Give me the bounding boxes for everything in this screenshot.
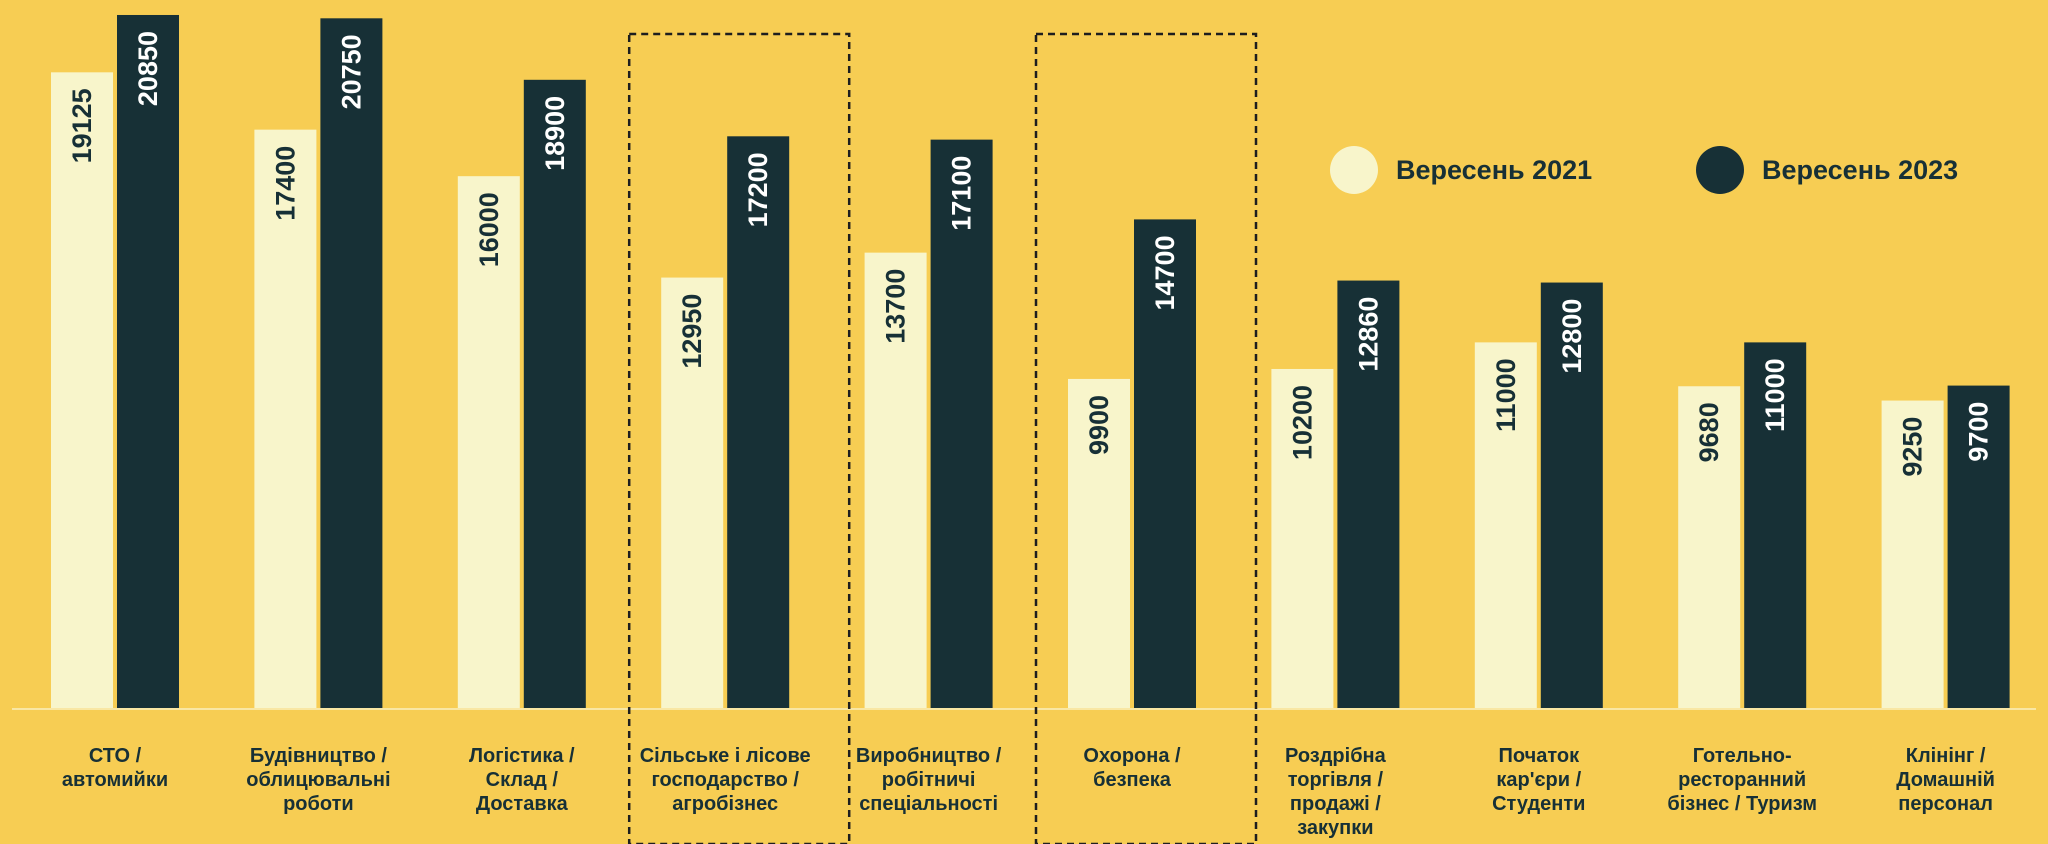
data-label-2021-4: 13700 xyxy=(881,269,911,344)
highlight-box-3 xyxy=(627,32,851,844)
bar-2023-2 xyxy=(523,79,586,709)
bar-2021-8 xyxy=(1678,386,1741,708)
bar-2021-7 xyxy=(1474,342,1537,708)
data-label-2021-3: 12950 xyxy=(677,294,707,369)
legend-label-2023: Вересень 2023 xyxy=(1762,154,1959,185)
category-label-8: Готельно-ресторанний бізнес / Туризм xyxy=(1667,745,1818,815)
bar-2021-4 xyxy=(864,252,927,708)
data-label-2021-7: 11000 xyxy=(1491,358,1521,432)
category-label-0: СТО / автомийки xyxy=(61,745,169,791)
highlight-box-5 xyxy=(1034,32,1258,844)
bar-2021-0 xyxy=(51,72,113,709)
category-label-6: Роздрібна торгівля / продажі / закупки xyxy=(1285,745,1386,839)
data-label-2023-2: 18900 xyxy=(540,96,570,171)
data-label-2023-3: 17200 xyxy=(743,152,773,227)
bar-2023-9 xyxy=(1947,385,2010,708)
data-label-2021-8: 9680 xyxy=(1694,402,1724,462)
data-label-2023-6: 12860 xyxy=(1353,297,1383,372)
bar-2023-5 xyxy=(1134,219,1196,708)
data-label-2021-6: 10200 xyxy=(1287,385,1317,460)
bar-2023-0 xyxy=(117,14,179,708)
data-label-2023-8: 11000 xyxy=(1760,358,1790,432)
legend-item-2021: Вересень 2021 xyxy=(1330,146,1592,194)
category-label-3: Сільське і лісове господарство / агробізне… xyxy=(639,745,811,815)
bar-2023-7 xyxy=(1540,282,1603,708)
bar-2023-6 xyxy=(1337,280,1400,708)
bar-2021-6 xyxy=(1271,368,1334,708)
data-label-2023-9: 9700 xyxy=(1964,402,1994,462)
legend-label-2021: Вересень 2021 xyxy=(1396,154,1593,185)
bar-2021-2 xyxy=(457,176,520,708)
data-label-2023-0: 20850 xyxy=(133,31,163,106)
category-label-5: Охорона / безпека xyxy=(1083,745,1181,791)
bar-2023-3 xyxy=(727,136,790,709)
data-label-2021-0: 19125 xyxy=(67,88,97,163)
data-label-2023-7: 12800 xyxy=(1557,299,1587,374)
legend-item-2023: Вересень 2023 xyxy=(1696,146,1958,194)
bar-2021-5 xyxy=(1068,378,1130,708)
bar-2023-4 xyxy=(930,139,993,709)
bar-2021-1 xyxy=(254,129,317,708)
data-label-2021-2: 16000 xyxy=(474,192,504,267)
bar-2021-9 xyxy=(1881,400,1944,708)
bar-2023-8 xyxy=(1744,342,1807,708)
bar-2023-1 xyxy=(320,18,383,709)
bar-2021-3 xyxy=(661,277,724,708)
category-label-2: Логістика / Склад / Доставка xyxy=(468,745,575,815)
legend-swatch-2023 xyxy=(1696,146,1744,194)
data-label-2021-9: 9250 xyxy=(1898,417,1928,477)
data-label-2023-5: 14700 xyxy=(1150,235,1180,310)
data-label-2021-1: 17400 xyxy=(270,146,300,221)
data-label-2021-5: 9900 xyxy=(1084,395,1114,455)
category-label-4: Виробництво / робітничі спеціальності xyxy=(855,745,1002,815)
category-label-7: Початок кар'єри / Студенти xyxy=(1492,745,1586,815)
legend-swatch-2021 xyxy=(1330,146,1378,194)
data-label-2023-1: 20750 xyxy=(336,34,366,109)
category-label-9: Клінінг / Домашній персонал xyxy=(1896,745,1995,815)
category-label-1: Будівництво / облицювальні роботи xyxy=(246,745,391,815)
data-label-2023-4: 17100 xyxy=(947,156,977,231)
